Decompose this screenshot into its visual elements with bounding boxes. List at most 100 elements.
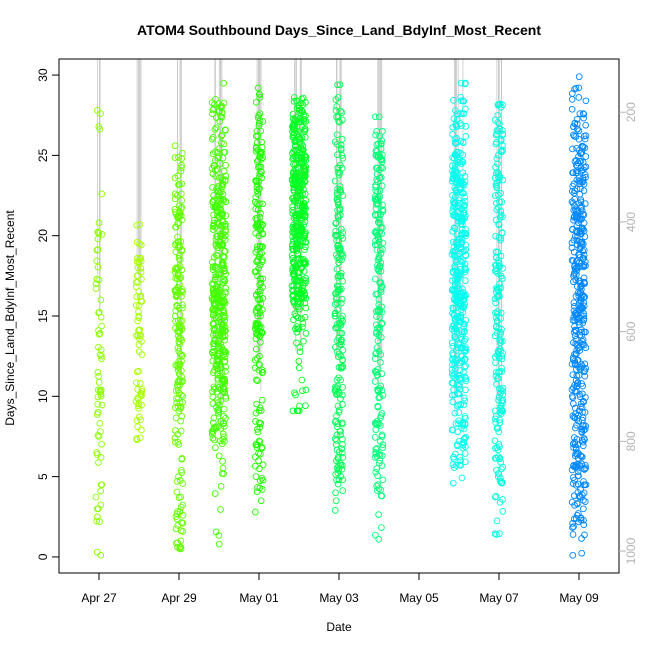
data-point [492,359,499,367]
data-point [497,189,504,197]
data-point [462,377,470,385]
data-point [572,327,580,335]
data-point [174,233,181,241]
data-point [331,312,339,320]
data-point [137,268,145,276]
data-point [293,241,301,248]
data-point [214,370,221,378]
data-point [178,266,186,274]
data-point [256,465,263,473]
data-point [579,110,587,117]
data-point [94,263,102,271]
data-point [375,535,383,543]
data-point [175,335,183,342]
data-point [493,517,501,525]
data-point [256,323,263,330]
data-point [220,148,228,156]
data-point [492,412,500,420]
data-point [302,386,310,394]
data-point [572,340,580,348]
data-point [339,346,347,354]
data-point [94,400,102,408]
data-point [339,317,346,325]
data-point [337,321,345,329]
data-point [295,364,303,372]
data-point [334,199,342,206]
data-point [579,319,587,327]
data-point [452,291,460,298]
data-point [97,390,105,398]
data-point [375,450,383,458]
y-tick-label: 5 [36,473,50,480]
data-point [453,152,460,160]
data-point [175,181,183,189]
data-point [132,397,140,405]
data-point [215,452,223,460]
data-point [339,277,346,285]
data-point [298,315,305,323]
data-point [336,205,344,212]
data-point [575,94,583,101]
data-point [216,316,224,323]
data-point [209,170,217,178]
data-point [176,317,184,324]
data-point [576,185,584,193]
data-point [373,417,381,425]
data-point [208,99,216,106]
data-point [579,390,586,398]
data-point [174,172,182,180]
data-point [133,368,141,376]
data-point [138,298,146,305]
data-point [580,435,588,442]
data-point [495,221,503,229]
data-point [493,455,500,462]
data-point [499,130,507,138]
data-point [568,244,576,252]
data-point [457,241,465,248]
data-point [220,419,228,427]
data-point [134,278,141,286]
data-point [336,161,344,169]
data-point [581,409,589,416]
data-point [298,293,305,301]
data-point [173,478,181,485]
data-point [220,433,228,441]
data-point [255,457,262,464]
data-point [210,331,217,339]
data-point [290,98,298,105]
data-point [573,366,580,373]
data-point [176,399,184,406]
data-point [457,334,465,341]
data-point [254,428,262,436]
data-point [457,245,465,253]
data-point [492,493,500,500]
data-point [177,493,185,501]
data-point [499,463,507,471]
data-point [302,229,309,236]
data-point [218,109,226,116]
data-point [252,193,260,201]
data-point [578,549,586,557]
data-point [213,233,221,241]
data-point [375,296,383,303]
data-point [575,264,582,271]
data-point [334,420,342,428]
data-point [290,214,298,222]
data-point [372,426,380,434]
data-point [451,333,458,341]
data-point [460,323,468,331]
data-point [376,132,383,140]
data-point [337,144,345,152]
data-point [456,453,463,461]
data-point [335,241,342,249]
data-point [492,131,500,139]
data-point [98,231,106,238]
data-point [570,492,578,500]
data-point [332,497,340,505]
data-point [454,158,462,166]
data-point [252,132,260,140]
data-point [135,258,143,266]
data-point [135,314,143,321]
data-point [134,272,141,280]
data-point [458,213,466,221]
